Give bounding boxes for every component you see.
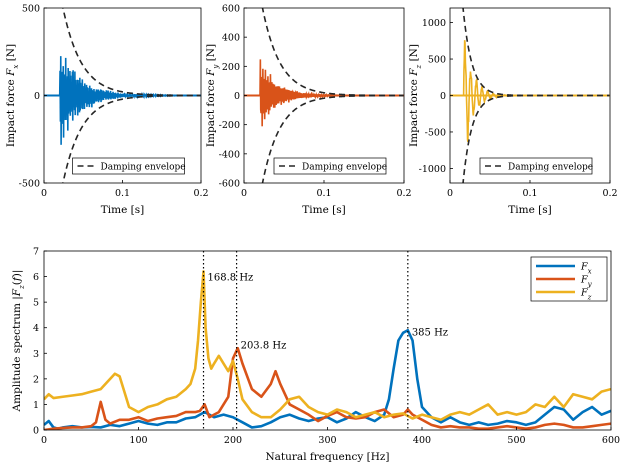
x-tick-label: 600: [602, 435, 620, 446]
y-tick-label: 0: [440, 91, 446, 102]
y-tick-label: 4: [33, 323, 39, 334]
y-tick-label: 3: [33, 349, 39, 360]
y-axis-label: Impact force Fz [N]: [408, 44, 423, 147]
y-tick-label: 2: [33, 374, 39, 385]
legend-label-fz: Fz: [580, 288, 592, 302]
y-tick-label: -500: [425, 127, 446, 138]
x-axis-label: Time [s]: [302, 204, 345, 216]
y-tick-label: 0: [33, 426, 39, 437]
time-panel-fz: 0 0.1 0.2 1000 500 0 -500 -1000 Time [s] Impact f…: [408, 7, 618, 216]
y-tick-label: 200: [222, 62, 240, 73]
y-tick-label: 6: [33, 272, 39, 283]
x-tick-label: 0: [41, 435, 47, 446]
x-tick-label: 0.1: [522, 188, 537, 199]
y-tick-label: 7: [33, 247, 39, 258]
legend-box: [72, 157, 185, 175]
y-tick-label: -200: [219, 120, 240, 131]
y-tick-label: 400: [222, 33, 240, 44]
y-tick-label: 1: [33, 400, 39, 411]
legend-label-fx: Fx: [580, 262, 592, 276]
envelope-upper-fz: [462, 8, 610, 97]
legend-label-fy: Fy: [580, 275, 593, 289]
x-tick-label: 100: [129, 435, 147, 446]
x-tick-label: 0: [41, 188, 47, 199]
legend-label: Damping envelope: [508, 163, 593, 173]
x-axis-label: Natural frequency [Hz]: [265, 451, 389, 463]
y-tick-label: -500: [19, 179, 40, 190]
x-tick-label: 400: [413, 435, 431, 446]
spectrum-series-fy: [44, 346, 611, 430]
legend-box: [273, 157, 387, 175]
x-tick-label: 200: [224, 435, 242, 446]
y-tick-label: 1000: [422, 18, 446, 29]
peak-label: 385 Hz: [412, 328, 448, 339]
x-tick-label: 0.1: [115, 188, 130, 199]
envelope-upper-fx: [62, 8, 201, 97]
envelope-lower-fy: [261, 94, 404, 183]
y-tick-label: 5: [33, 298, 39, 309]
y-tick-label: 0: [234, 91, 240, 102]
y-tick-label: -1000: [419, 164, 446, 175]
spectrum-series-fz: [44, 270, 611, 422]
envelope-lower-fz: [462, 94, 610, 183]
y-tick-label: 600: [222, 4, 240, 15]
x-tick-label: 0: [447, 188, 453, 199]
y-tick-label: -600: [219, 179, 240, 190]
y-axis-label: Impact force Fx [N]: [5, 44, 20, 147]
legend-box: [479, 157, 593, 175]
x-axis-label: Time [s]: [508, 204, 551, 216]
signal-fz: [462, 40, 610, 143]
x-tick-label: 0.2: [396, 188, 411, 199]
x-tick-label: 500: [507, 435, 525, 446]
x-axis-label: Time [s]: [101, 204, 144, 216]
x-tick-label: 0.1: [316, 188, 331, 199]
envelope-upper-fy: [261, 8, 404, 97]
y-axis-label: Amplitude spectrum |Fz(f)|: [11, 270, 26, 413]
legend-label: Damping envelope: [101, 163, 186, 173]
y-tick-label: 500: [22, 4, 40, 15]
signal-fy: [259, 59, 404, 127]
time-panel-fy: 0 0.1 0.2 600 400 200 0 -200 -400 -600 Time [s] Imp…: [205, 4, 412, 217]
peak-label: 168.8 Hz: [208, 273, 254, 284]
x-tick-label: 0: [241, 188, 247, 199]
x-tick-label: 0.2: [602, 188, 617, 199]
legend-label: Damping envelope: [302, 163, 387, 173]
signal-fx: [58, 56, 201, 145]
x-tick-label: 0.2: [193, 188, 208, 199]
envelope-lower-fx: [62, 94, 201, 183]
peak-label: 203.8 Hz: [241, 340, 287, 351]
x-tick-label: 300: [318, 435, 336, 446]
y-axis-label: Impact force Fy [N]: [205, 44, 220, 147]
y-tick-label: 500: [428, 55, 446, 66]
y-tick-label: -400: [219, 149, 240, 160]
y-tick-label: 0: [34, 91, 40, 102]
